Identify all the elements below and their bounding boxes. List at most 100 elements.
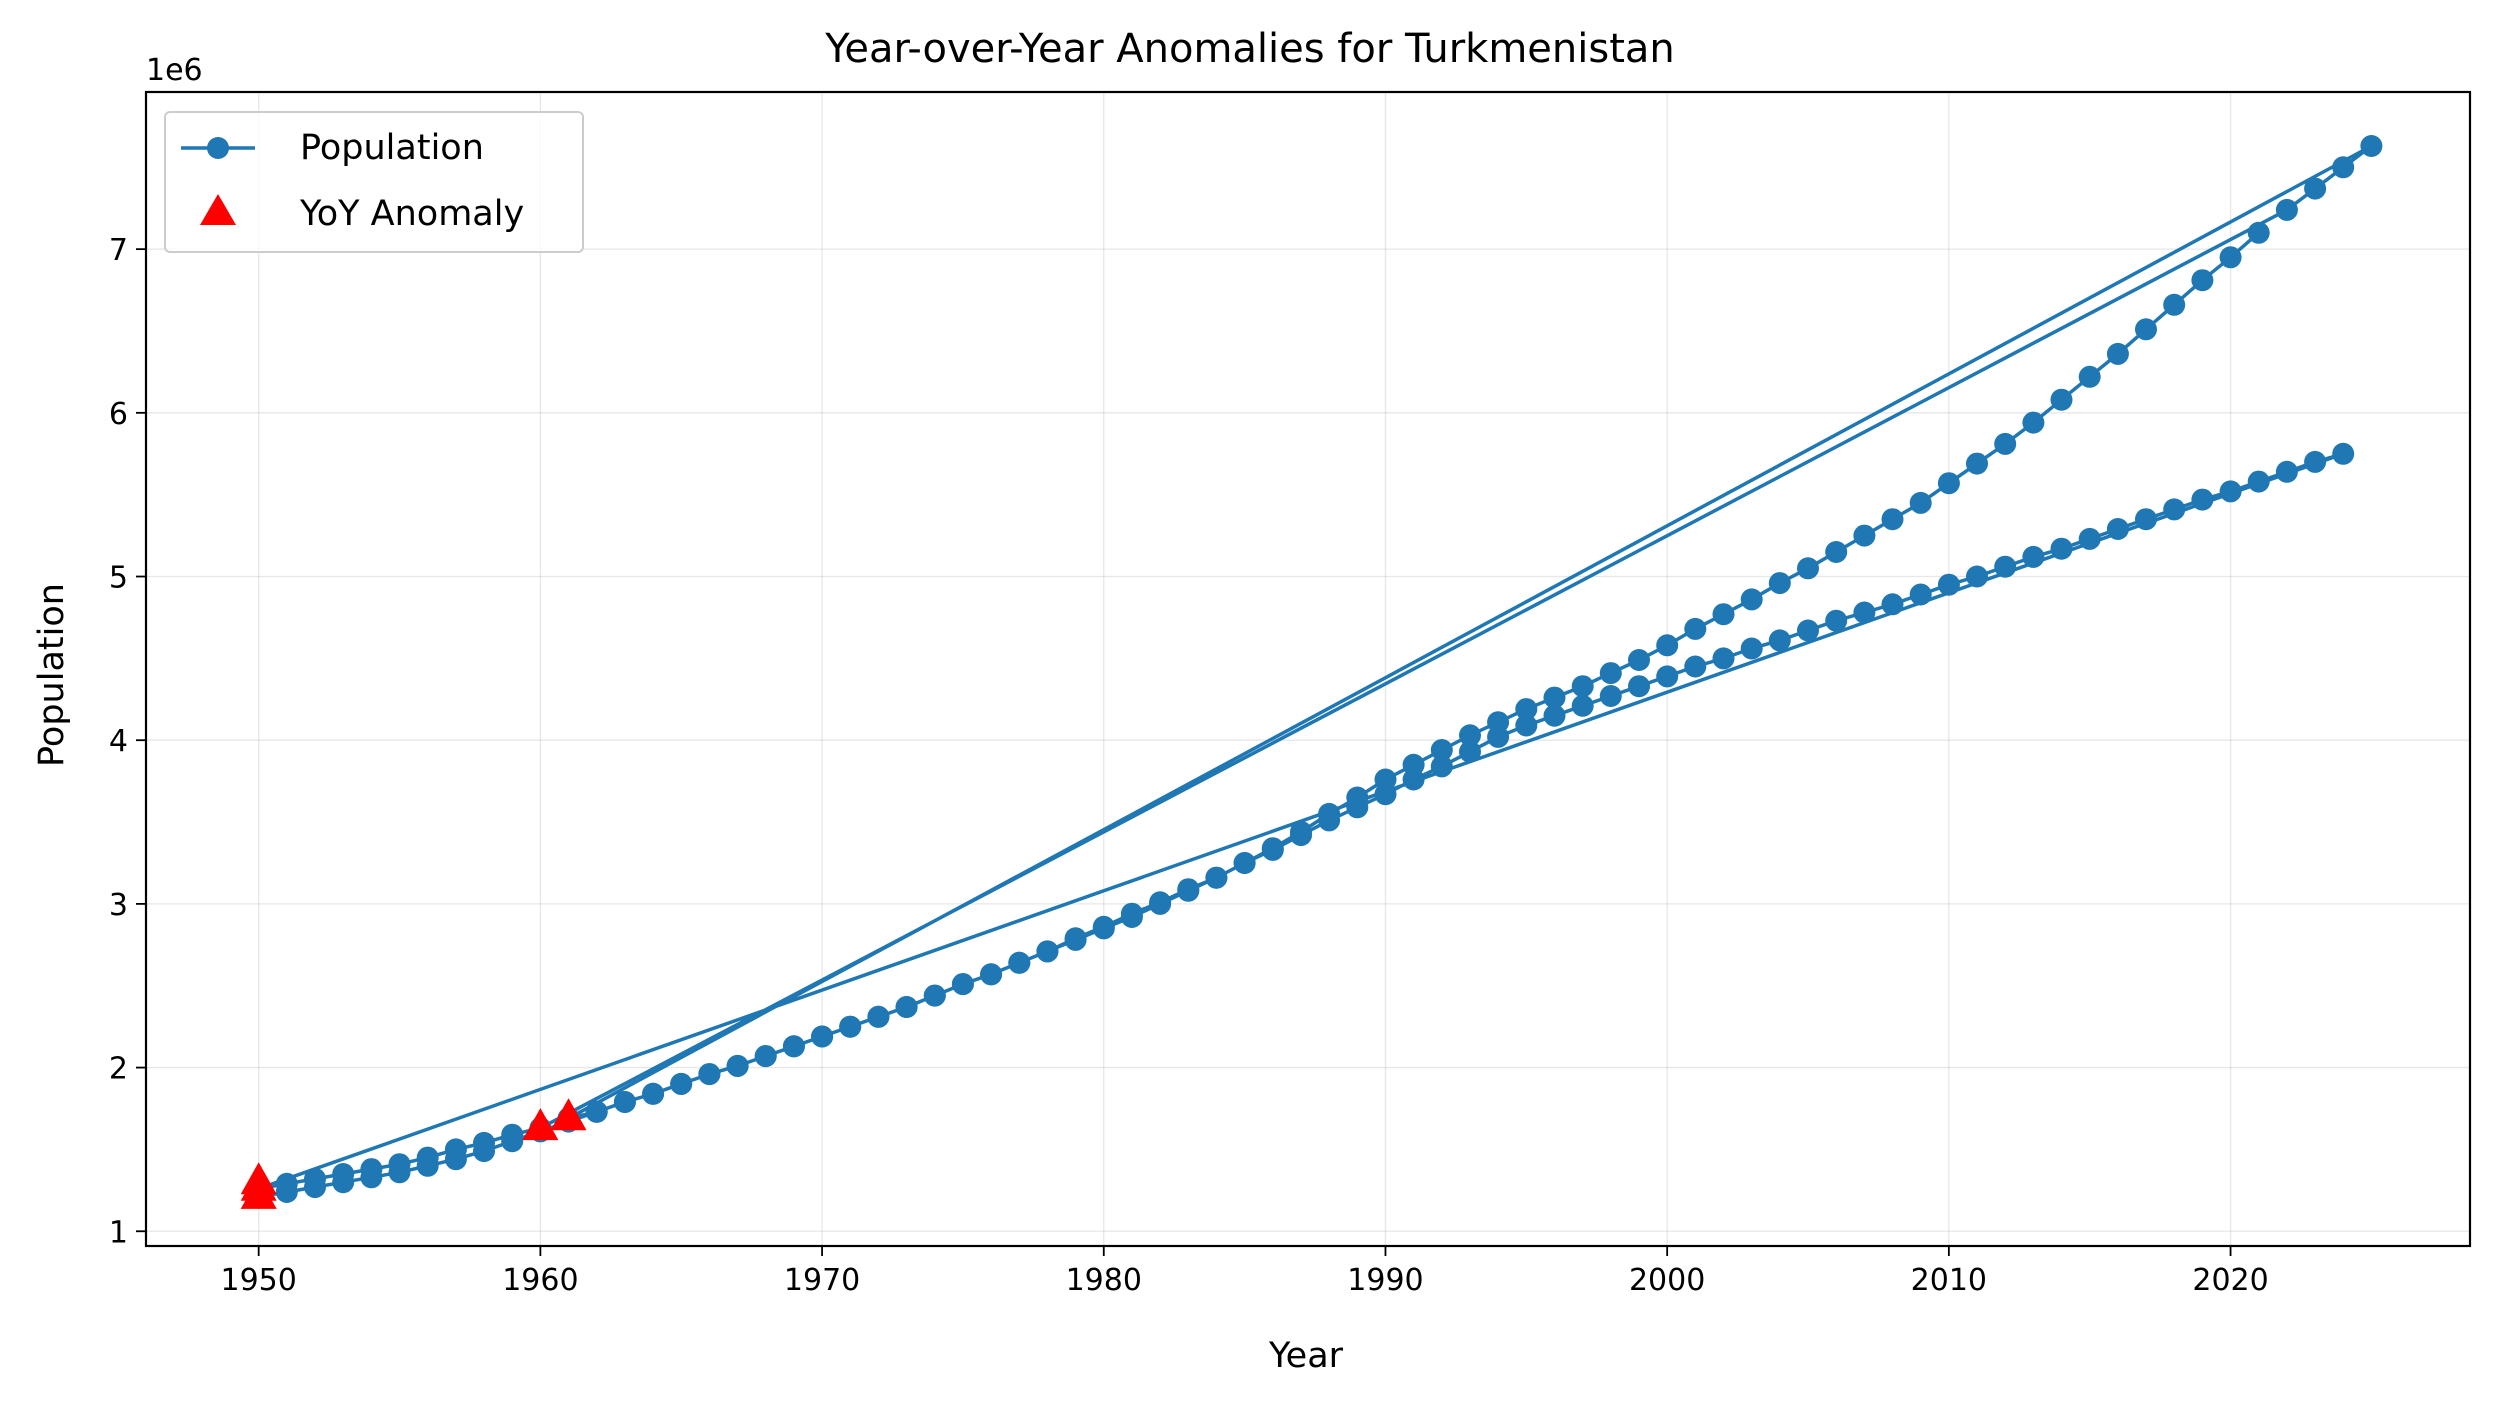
legend-triangle-marker-icon bbox=[200, 194, 236, 225]
population-point bbox=[2022, 545, 2045, 568]
population-markers bbox=[247, 135, 2383, 1208]
population-point bbox=[2275, 460, 2298, 483]
population-point bbox=[1346, 786, 1369, 809]
population-point bbox=[698, 1063, 721, 1086]
population-point bbox=[1318, 802, 1341, 825]
axes-frame bbox=[144, 90, 2472, 1248]
y-tick-label: 1 bbox=[109, 1215, 128, 1250]
chart-title: Year-over-Year Anomalies for Turkmenista… bbox=[824, 26, 1675, 72]
legend-frame bbox=[164, 111, 584, 253]
population-point bbox=[2332, 156, 2355, 179]
population-point bbox=[1797, 557, 1819, 580]
x-tick-label: 1960 bbox=[502, 1263, 578, 1298]
population-point bbox=[2191, 269, 2214, 292]
population-point bbox=[1628, 675, 1650, 698]
legend-label-population: Population bbox=[300, 128, 484, 168]
y-tick-label: 3 bbox=[109, 888, 128, 923]
population-point bbox=[2304, 177, 2327, 200]
population-point bbox=[2163, 498, 2186, 521]
y-tick-label: 2 bbox=[109, 1052, 128, 1087]
population-point bbox=[1937, 573, 1960, 596]
population-point bbox=[2022, 411, 2045, 434]
x-tick-label: 1950 bbox=[220, 1263, 296, 1298]
population-point bbox=[585, 1100, 608, 1123]
population-point bbox=[1797, 619, 1819, 642]
population-point bbox=[1684, 655, 1707, 678]
population-point bbox=[726, 1054, 749, 1077]
population-point bbox=[1740, 588, 1763, 611]
population-point bbox=[1909, 491, 1932, 514]
anomaly-point bbox=[240, 1162, 277, 1195]
anomaly-markers bbox=[240, 1098, 587, 1209]
population-point bbox=[1853, 524, 1876, 547]
population-point bbox=[1402, 753, 1425, 776]
population-point bbox=[2219, 480, 2242, 503]
population-point bbox=[2135, 508, 2157, 531]
population-point bbox=[2106, 518, 2129, 540]
population-point bbox=[839, 1015, 862, 1038]
population-point bbox=[1994, 432, 2017, 455]
population-point bbox=[1712, 647, 1735, 670]
population-point bbox=[1740, 637, 1763, 660]
anomaly-point bbox=[550, 1098, 587, 1131]
population-point bbox=[2247, 470, 2270, 493]
population-point bbox=[2163, 293, 2186, 316]
population-point bbox=[1092, 915, 1115, 938]
population-point bbox=[1543, 704, 1566, 727]
population-point bbox=[1825, 541, 1848, 563]
population-point bbox=[1261, 837, 1284, 860]
population-point bbox=[1825, 609, 1848, 632]
x-axis-label: Year bbox=[1268, 1336, 1344, 1376]
x-tick-label: 1970 bbox=[784, 1263, 860, 1298]
legend: Population YoY Anomaly bbox=[164, 111, 584, 253]
population-point bbox=[867, 1005, 890, 1028]
population-point bbox=[951, 973, 974, 996]
population-point bbox=[1768, 572, 1791, 595]
population-point bbox=[1599, 685, 1622, 707]
x-tick-label: 2020 bbox=[2192, 1263, 2268, 1298]
population-point bbox=[2050, 388, 2073, 411]
population-point bbox=[2247, 221, 2270, 244]
population-point bbox=[332, 1163, 355, 1185]
y-axis-offset-label: 1e6 bbox=[146, 53, 203, 88]
population-point bbox=[2219, 246, 2242, 269]
population-point bbox=[360, 1158, 383, 1181]
plot-area bbox=[240, 135, 2383, 1209]
population-point bbox=[811, 1025, 834, 1048]
population-point bbox=[1628, 649, 1650, 671]
population-point bbox=[1881, 508, 1904, 531]
population-point bbox=[1515, 714, 1538, 737]
population-point bbox=[1684, 617, 1707, 640]
population-point bbox=[1656, 634, 1679, 657]
x-tick-label: 1990 bbox=[1347, 1263, 1423, 1298]
y-tick-label: 6 bbox=[109, 397, 128, 432]
population-point bbox=[613, 1091, 636, 1113]
population-point bbox=[1571, 694, 1594, 717]
y-tick-label: 4 bbox=[109, 724, 128, 759]
population-point bbox=[1430, 755, 1453, 778]
population-point bbox=[1543, 686, 1566, 709]
population-point bbox=[1599, 662, 1622, 685]
legend-circle-marker-icon bbox=[207, 137, 229, 159]
legend-label-yoy-anomaly: YoY Anomaly bbox=[299, 194, 524, 234]
population-point bbox=[782, 1035, 805, 1058]
population-point bbox=[304, 1167, 326, 1190]
population-point bbox=[2050, 537, 2073, 560]
population-point bbox=[1120, 902, 1143, 925]
population-point bbox=[2135, 318, 2157, 341]
grid bbox=[146, 92, 2470, 1246]
population-point bbox=[1966, 452, 1988, 475]
population-point bbox=[754, 1045, 777, 1068]
population-point bbox=[1205, 866, 1228, 889]
population-point bbox=[1036, 940, 1059, 963]
population-point bbox=[923, 984, 946, 1007]
population-point bbox=[1459, 740, 1481, 763]
population-point bbox=[2106, 342, 2129, 365]
population-point bbox=[1768, 629, 1791, 652]
population-point bbox=[1571, 675, 1594, 698]
x-tick-label: 2000 bbox=[1629, 1263, 1705, 1298]
population-point bbox=[1430, 739, 1453, 761]
population-point bbox=[2078, 365, 2101, 388]
population-point bbox=[895, 996, 918, 1018]
